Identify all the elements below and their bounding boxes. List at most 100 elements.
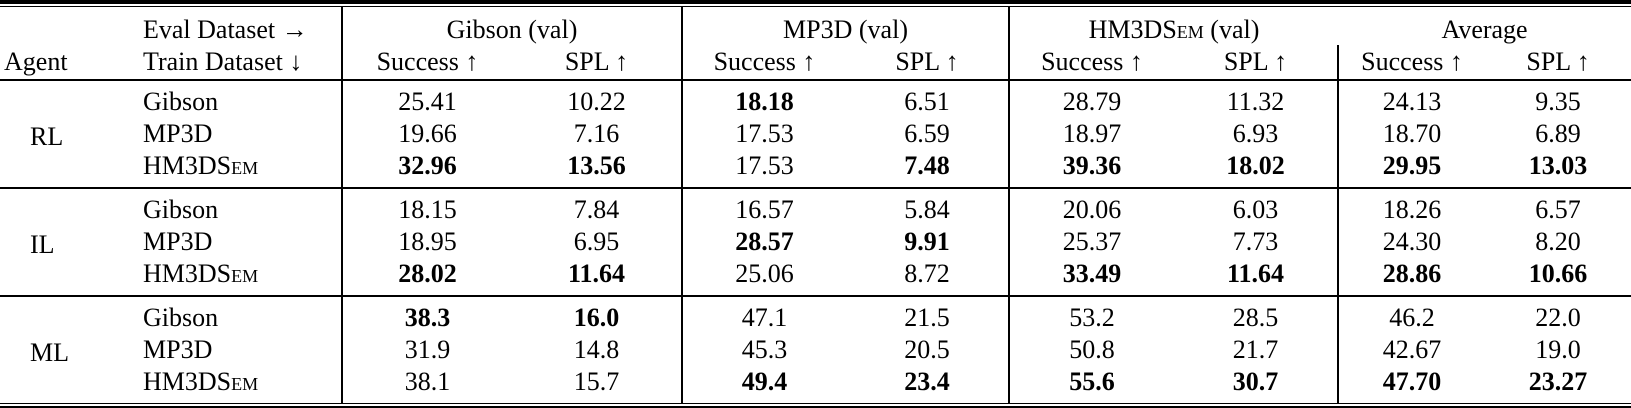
value-cell-avg-spl: 22.0 (1535, 303, 1581, 333)
train-dataset-label: Gibson (143, 87, 219, 117)
value-cell-mp3d-success: 17.53 (735, 119, 794, 149)
header-train-dataset: Train Dataset ↓ (140, 45, 343, 80)
value-cell-gibson-spl: 11.64 (512, 258, 683, 296)
value-cell-avg-spl: 13.03 (1528, 151, 1588, 181)
value-cell-hm3d-success: 39.36 (1062, 151, 1122, 181)
header-group-mp3d: MP3D (val) (682, 6, 1011, 45)
value-cell-mp3d-success: 49.4 (741, 367, 788, 397)
header-group-hm3dsem: HM3DSem (val) (1009, 7, 1338, 46)
value-cell-avg-success: 18.70 (1382, 119, 1442, 149)
value-cell-hm3d-spl: 11.64 (1174, 258, 1340, 296)
table-row: HM3DSem 28.02 11.64 25.06 8.72 33.49 11.… (0, 258, 1631, 296)
value-cell-mp3d-success: 17.53 (735, 151, 794, 181)
value-cell-avg-spl: 8.20 (1535, 227, 1581, 257)
group-title: Average (1441, 14, 1528, 44)
train-dataset-label: MP3D (143, 119, 213, 149)
value-cell-gibson-success: 32.96 (398, 151, 457, 181)
group-title-suffix: (val) (1203, 14, 1260, 44)
value-cell-hm3d-spl: 30.7 (1174, 366, 1340, 404)
train-dataset-cell: MP3D (140, 334, 343, 366)
header-avg-spl: SPL ↑ (1526, 47, 1590, 77)
train-dataset-label: MP3D (143, 227, 213, 257)
value-cell-avg-success: 47.70 (1382, 367, 1442, 397)
value-cell-hm3d-success: 25.37 (1062, 227, 1122, 257)
table-row: HM3DSem 38.1 15.7 49.4 23.4 55.6 30.7 47… (0, 366, 1631, 404)
train-dataset-cell: HM3DSem (140, 366, 343, 404)
value-cell-hm3d-success: 33.49 (1062, 259, 1122, 289)
agent-cell-ml: ML (30, 337, 69, 367)
header-eval-dataset: Eval Dataset → (140, 6, 343, 45)
value-cell-mp3d-spl: 7.48 (846, 150, 1011, 188)
header-group-average: Average (1338, 7, 1631, 46)
value-cell-gibson-spl: 7.84 (512, 188, 683, 226)
value-cell-gibson-success: 19.66 (398, 119, 457, 149)
group-title: HM3DSem (1088, 14, 1204, 44)
header-group-row: Eval Dataset → Gibson (val) MP3D (val) H… (0, 6, 1631, 46)
train-dataset-label: Gibson (143, 195, 219, 225)
value-cell-hm3d-spl: 11.32 (1174, 80, 1340, 118)
table-row: HM3DSem 32.96 13.56 17.53 7.48 39.36 18.… (0, 150, 1631, 188)
table-row: IL Gibson 18.15 7.84 16.57 5.84 20.06 6.… (0, 188, 1631, 258)
value-cell-avg-spl: 6.57 (1535, 195, 1581, 225)
table-header: Eval Dataset → Gibson (val) MP3D (val) H… (0, 6, 1631, 80)
table-row: MP3D 19.66 7.16 17.53 6.59 18.97 6.93 18… (0, 118, 1631, 150)
agent-block-ml: ML Gibson 38.3 16.0 47.1 21.5 53.2 28.5 … (0, 296, 1631, 404)
train-dataset-cell: HM3DSem (140, 258, 343, 296)
agent-block-rl: RL Gibson 25.41 10.22 18.18 6.51 28.79 1… (0, 80, 1631, 188)
train-dataset-cell: Gibson (140, 296, 343, 334)
value-cell-avg-success: 28.86 (1382, 259, 1442, 289)
value-cell-mp3d-success: 16.57 (735, 195, 794, 225)
value-cell-hm3d-success: 18.97 (1062, 119, 1122, 149)
value-cell-gibson-spl: 6.95 (512, 226, 683, 258)
train-dataset-label: HM3DSem (143, 367, 259, 397)
value-cell-mp3d-success: 18.18 (735, 87, 794, 117)
group-title-suffix: (val) (521, 14, 578, 44)
value-cell-mp3d-spl: 9.91 (846, 226, 1011, 258)
header-empty-cell (0, 7, 140, 46)
value-cell-gibson-success: 38.3 (404, 303, 451, 333)
value-cell-hm3d-spl: 21.7 (1174, 334, 1340, 366)
value-cell-hm3d-spl: 6.93 (1174, 118, 1340, 150)
value-cell-gibson-success: 18.15 (398, 195, 457, 225)
header-agent: Agent (4, 47, 68, 77)
train-dataset-cell: Gibson (140, 188, 343, 226)
value-cell-mp3d-spl: 6.59 (846, 118, 1011, 150)
value-cell-gibson-spl: 16.0 (512, 296, 683, 334)
table-row: ML Gibson 38.3 16.0 47.1 21.5 53.2 28.5 … (0, 296, 1631, 366)
value-cell-mp3d-spl: 8.72 (846, 258, 1011, 296)
agent-block-il: IL Gibson 18.15 7.84 16.57 5.84 20.06 6.… (0, 188, 1631, 296)
benchmark-results-table: Eval Dataset → Gibson (val) MP3D (val) H… (0, 6, 1631, 404)
value-cell-gibson-success: 28.02 (398, 259, 457, 289)
header-gibson-success: Success ↑ (376, 47, 479, 77)
train-dataset-cell: Gibson (140, 80, 343, 118)
train-dataset-cell: HM3DSem (140, 150, 343, 188)
value-cell-hm3d-success: 53.2 (1069, 303, 1115, 333)
value-cell-avg-success: 29.95 (1382, 151, 1442, 181)
value-cell-hm3d-success: 50.8 (1069, 335, 1115, 365)
value-cell-avg-success: 42.67 (1382, 335, 1442, 365)
value-cell-avg-spl: 6.89 (1535, 119, 1581, 149)
value-cell-gibson-spl: 7.16 (512, 118, 683, 150)
value-cell-mp3d-spl: 6.51 (846, 80, 1011, 118)
value-cell-mp3d-spl: 20.5 (846, 334, 1011, 366)
value-cell-hm3d-success: 55.6 (1069, 367, 1115, 397)
value-cell-mp3d-spl: 5.84 (846, 188, 1011, 226)
agent-cell-rl: RL (30, 121, 64, 151)
value-cell-mp3d-spl: 21.5 (846, 296, 1011, 334)
value-cell-hm3d-spl: 28.5 (1174, 296, 1340, 334)
value-cell-gibson-spl: 15.7 (512, 366, 683, 404)
agent-cell-il: IL (30, 229, 55, 259)
value-cell-gibson-success: 38.1 (404, 367, 451, 397)
value-cell-hm3d-spl: 18.02 (1174, 150, 1340, 188)
value-cell-mp3d-success: 47.1 (741, 303, 788, 333)
table-row: RL Gibson 25.41 10.22 18.18 6.51 28.79 1… (0, 80, 1631, 150)
group-title-suffix: (val) (852, 14, 908, 44)
value-cell-avg-spl: 9.35 (1535, 87, 1581, 117)
value-cell-mp3d-success: 25.06 (735, 259, 794, 289)
value-cell-avg-success: 18.26 (1382, 195, 1442, 225)
value-cell-mp3d-spl: 23.4 (846, 366, 1011, 404)
train-dataset-label: MP3D (143, 335, 213, 365)
value-cell-hm3d-success: 28.79 (1062, 87, 1122, 117)
value-cell-avg-success: 46.2 (1389, 303, 1435, 333)
